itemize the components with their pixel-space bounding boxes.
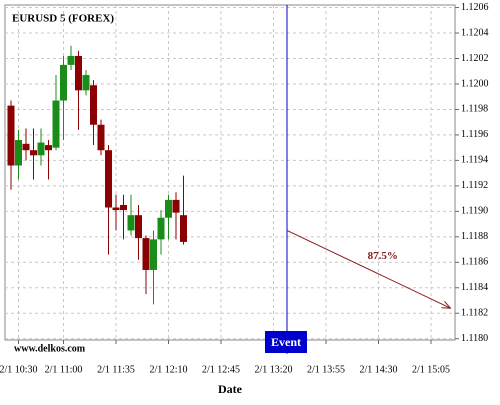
y-tick-label: 1.1184 <box>461 282 488 293</box>
watermark: www.delkos.com <box>14 343 86 354</box>
event-box <box>265 331 307 353</box>
event-label: Event <box>271 335 301 349</box>
x-axis-label: Date <box>218 382 243 396</box>
y-tick-label: 1.1190 <box>461 206 488 217</box>
candle-body <box>30 150 37 156</box>
candle-body <box>97 124 105 151</box>
y-tick-label: 1.1206 <box>461 2 489 13</box>
candle-body <box>180 215 187 242</box>
candle-body <box>127 215 135 231</box>
candle-body <box>172 199 180 213</box>
candle-body <box>67 55 75 65</box>
plot-frame <box>4 4 456 341</box>
y-tick-label: 1.1180 <box>461 333 488 344</box>
candle-body <box>7 105 15 166</box>
candle-body <box>165 199 172 218</box>
candle-body <box>22 143 30 151</box>
candle-body <box>142 238 150 270</box>
x-tick-label: 2/1 11:35 <box>97 364 135 375</box>
candle-body <box>52 100 60 148</box>
candle-body <box>82 75 90 91</box>
candle-body <box>120 204 127 211</box>
y-tick-label: 1.1192 <box>461 180 488 191</box>
candle-body <box>150 239 157 270</box>
arrow-head <box>441 301 452 309</box>
y-tick-label: 1.1186 <box>461 257 488 268</box>
candle-body <box>15 140 22 166</box>
candle-body <box>112 207 120 211</box>
x-tick-label: 2/1 11:00 <box>45 364 83 375</box>
candle-body <box>37 142 45 156</box>
x-tick-label: 2/1 14:30 <box>359 364 397 375</box>
candle-body <box>90 85 97 125</box>
candle-body <box>45 145 52 151</box>
candle-body <box>75 55 82 91</box>
y-tick-label: 1.1188 <box>461 231 488 242</box>
x-tick-label: 2/1 13:20 <box>254 364 292 375</box>
candle-body <box>60 64 67 101</box>
y-tick-label: 1.1194 <box>461 155 488 166</box>
x-tick-label: 2/1 12:10 <box>149 364 187 375</box>
y-tick-label: 1.1202 <box>461 53 489 64</box>
y-tick-label: 1.1200 <box>461 78 489 89</box>
candle-body <box>157 217 165 240</box>
y-tick-label: 1.1204 <box>461 27 489 38</box>
projection-arrow <box>286 230 451 309</box>
y-tick-label: 1.1196 <box>461 129 488 140</box>
candle-body <box>135 215 142 239</box>
candle-body <box>105 150 112 208</box>
projection-label: 87.5% <box>368 250 398 262</box>
x-tick-label: 2/1 12:45 <box>202 364 240 375</box>
y-tick-label: 1.1182 <box>461 308 488 319</box>
x-tick-label: 2/1 10:30 <box>0 364 38 375</box>
x-tick-label: 2/1 13:55 <box>307 364 345 375</box>
x-tick-label: 2/1 15:05 <box>412 364 450 375</box>
y-tick-label: 1.1198 <box>461 104 488 115</box>
